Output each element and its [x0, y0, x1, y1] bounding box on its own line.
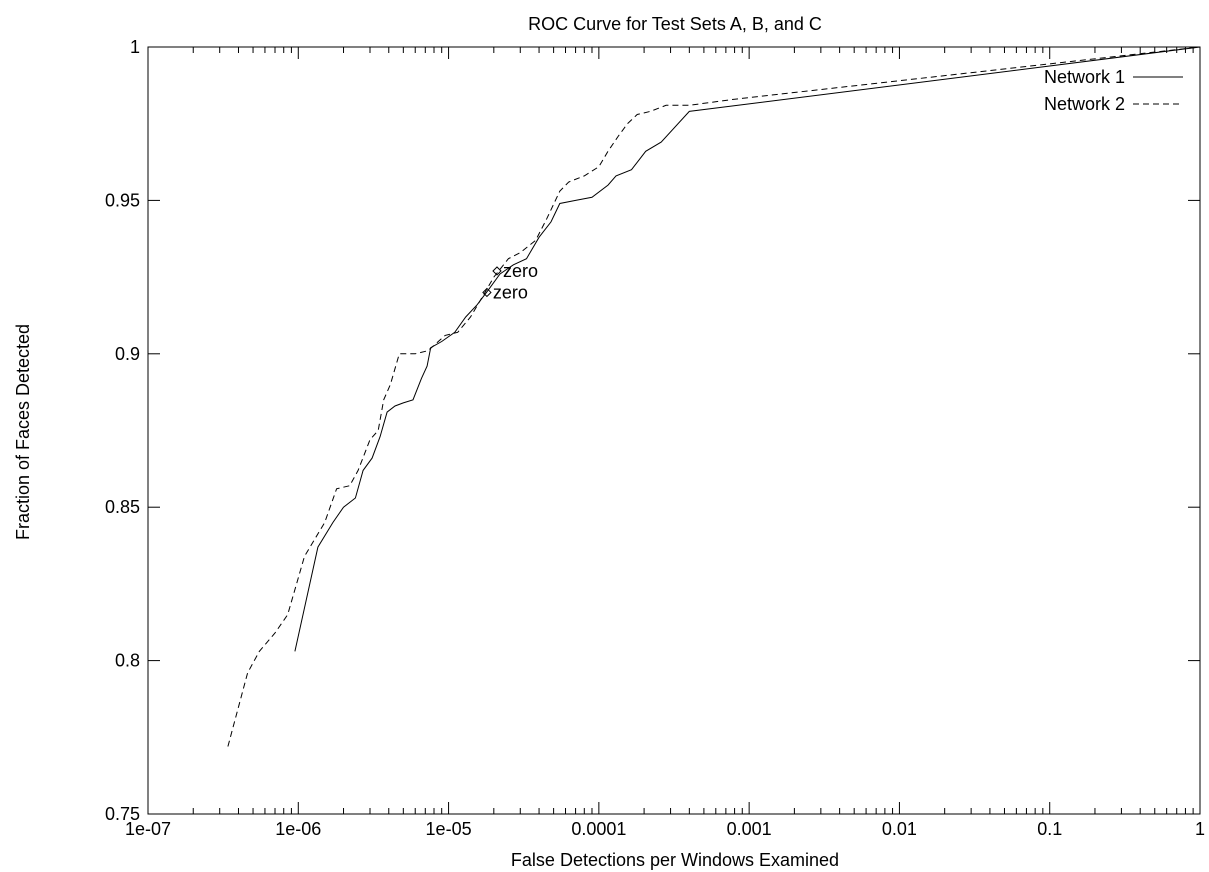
annotation-marker-0 — [492, 266, 502, 276]
y-tick-label-3: 0.9 — [115, 344, 140, 364]
y-tick-label-1: 0.8 — [115, 651, 140, 671]
series-layer — [227, 46, 1201, 747]
x-tick-label-4: 0.001 — [727, 819, 772, 839]
x-tick-label-1: 1e-06 — [275, 819, 321, 839]
x-tick-label-3: 0.0001 — [571, 819, 626, 839]
y-axis-label: Fraction of Faces Detected — [13, 324, 33, 540]
y-tick-label-4: 0.95 — [105, 190, 140, 210]
x-tick-label-5: 0.01 — [882, 819, 917, 839]
annotation-marker-1 — [482, 287, 492, 298]
legend: Network 1 Network 2 — [1044, 67, 1183, 114]
y-axis: 0.75 0.8 0.85 0.9 0.95 1 — [105, 37, 1200, 824]
legend-label-network-2: Network 2 — [1044, 94, 1125, 114]
x-tick-label-2: 1e-05 — [426, 819, 472, 839]
y-tick-label-0: 0.75 — [105, 804, 140, 824]
annotation-label-0: zero — [503, 261, 538, 281]
y-tick-label-2: 0.85 — [105, 497, 140, 517]
chart-title: ROC Curve for Test Sets A, B, and C — [528, 14, 822, 34]
x-tick-label-6: 0.1 — [1037, 819, 1062, 839]
series-line-network-2 — [227, 46, 1201, 747]
legend-label-network-1: Network 1 — [1044, 67, 1125, 87]
plot-frame — [147, 46, 1201, 815]
x-tick-label-0: 1e-07 — [125, 819, 171, 839]
annotation-label-1: zero — [493, 282, 528, 302]
x-axis: 1e-07 1e-06 1e-05 0.0001 0.001 0.01 0.1 1 — [125, 47, 1205, 839]
series-line-network-1 — [294, 46, 1201, 652]
x-tick-label-7: 1 — [1195, 819, 1205, 839]
x-axis-label: False Detections per Windows Examined — [511, 850, 839, 870]
y-tick-label-5: 1 — [130, 37, 140, 57]
